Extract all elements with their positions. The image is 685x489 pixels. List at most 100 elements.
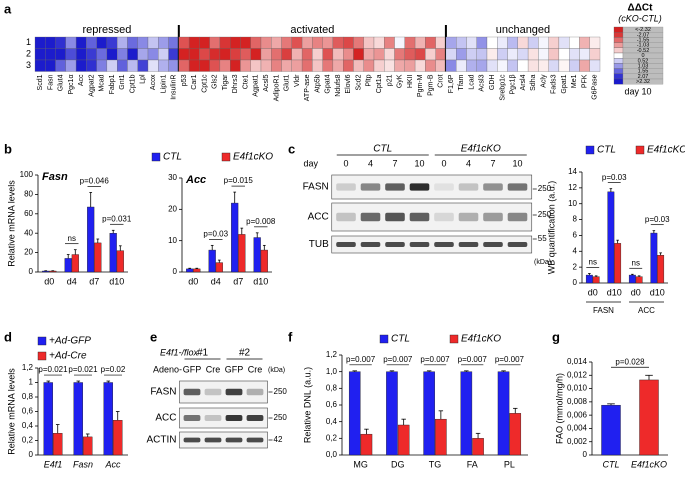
heatmap-cell (425, 59, 436, 72)
gene-label: Fasn (47, 74, 54, 90)
size-marker: 250 (538, 184, 552, 193)
significance-label: p=0.021 (68, 365, 98, 374)
colorbar-label: 1.03 (638, 63, 649, 69)
heatmap-cell (147, 59, 159, 72)
heatmap-cell (260, 59, 272, 72)
heatmap-cell (435, 59, 447, 72)
heatmap-cell (312, 36, 323, 49)
bar (635, 276, 643, 284)
x-tick-label: E4f1cKO (631, 459, 667, 469)
heatmap-cell (137, 48, 149, 61)
y-tick-label: 8 (573, 215, 578, 224)
colorbar-label: -1.03 (637, 43, 650, 49)
heatmap-cell (158, 36, 169, 49)
legend-swatch (379, 334, 389, 344)
heatmap-cell (209, 36, 221, 49)
gene-label: Tigar (222, 74, 229, 90)
y-tick-label: 0,2 (22, 436, 34, 445)
heatmap-cell (394, 36, 405, 49)
colorbar-label: 0 (641, 53, 644, 59)
blot-band (204, 388, 222, 396)
significance-label: p=0.02 (101, 365, 126, 374)
legend-label: CTL (391, 334, 410, 345)
heatmap-cell (178, 59, 190, 72)
significance-label: p=0.03 (203, 229, 228, 238)
group-label: activated (290, 24, 334, 36)
heatmap-cell (435, 48, 447, 61)
bar (650, 232, 658, 284)
gene-label: Crot (438, 74, 445, 87)
gene-label: Glut1 (284, 74, 291, 91)
heatmap-cell (353, 48, 364, 61)
colorbar-cell (613, 32, 624, 38)
lane-label: 7 (490, 158, 495, 168)
heatmap-cell (230, 36, 241, 49)
y-axis-title: WB quantification (a.u.) (546, 181, 556, 275)
bar (360, 433, 373, 456)
colorbar-cell (613, 37, 624, 43)
heatmap-cell (45, 59, 56, 72)
x-tick-label: d4 (67, 276, 77, 286)
y-tick-label: 60 (24, 209, 33, 218)
heatmap-cell (250, 48, 262, 61)
gene-label: Ndufs8 (335, 74, 342, 96)
group-label: E4f1cKO (461, 144, 501, 155)
size-marker: 42 (274, 435, 283, 444)
heatmap-cell (96, 48, 108, 61)
heatmap-cell (55, 48, 66, 61)
row-label: TUB (309, 239, 329, 250)
heatmap-cell (507, 48, 518, 61)
blot-band (507, 241, 528, 248)
heatmap-cell (425, 48, 436, 61)
panel-label: a (4, 1, 12, 16)
heatmap-cell (507, 36, 518, 49)
heatmap-cell (394, 48, 405, 61)
heatmap-cell (373, 48, 385, 61)
colorbar-cell (613, 26, 624, 33)
unit-label: (kDa) (534, 259, 551, 266)
heatmap-cell (117, 36, 128, 49)
heatmap-cell (117, 59, 128, 72)
heatmap-cell (497, 48, 508, 61)
heatmap-cell (158, 59, 169, 72)
colorbar-label: -0.52 (637, 48, 650, 54)
legend-label: CTL (163, 152, 182, 163)
gene-label: G6Pase (592, 74, 599, 99)
bar (348, 371, 361, 456)
colorbar-cell (613, 42, 624, 48)
heatmap-cell (75, 36, 87, 49)
legend-label: E4f1cKO (233, 152, 273, 163)
heatmap-cell (476, 36, 488, 49)
heatmap-cell (65, 36, 77, 49)
blot-band (458, 241, 479, 248)
bar (607, 191, 615, 284)
legend-swatch (449, 334, 459, 344)
bar (509, 413, 522, 456)
bar (49, 270, 57, 273)
legend-label: CTL (597, 145, 616, 156)
panel-label: g (552, 329, 560, 344)
lane-label: Cre (248, 364, 263, 374)
gene-label: Elovl6 (345, 74, 352, 93)
heatmap-cell (260, 48, 272, 61)
heatmap-cell (558, 59, 570, 72)
heatmap-cell (343, 36, 354, 49)
heatmap-cell (55, 59, 66, 72)
y-tick-label: 0,006 (567, 410, 588, 419)
y-tick-label: 14 (568, 167, 577, 176)
gene-label: Dhrs3 (232, 74, 239, 93)
bar (94, 242, 102, 273)
lane-label: 0 (441, 158, 446, 168)
heatmap-cell (538, 59, 549, 72)
colorbar-cell (613, 52, 624, 59)
heatmap-cell (301, 48, 313, 61)
panel-label: b (4, 141, 12, 156)
y-tick-label: 10 (168, 236, 177, 245)
gene-label: Gpat1 (561, 74, 568, 93)
bar (103, 382, 113, 456)
blot-band (183, 415, 201, 421)
x-tick-label: TG (429, 459, 442, 469)
x-tick-label: MG (353, 459, 368, 469)
heatmap-cell (250, 36, 262, 49)
y-tick-label: 0,8 (326, 383, 338, 392)
